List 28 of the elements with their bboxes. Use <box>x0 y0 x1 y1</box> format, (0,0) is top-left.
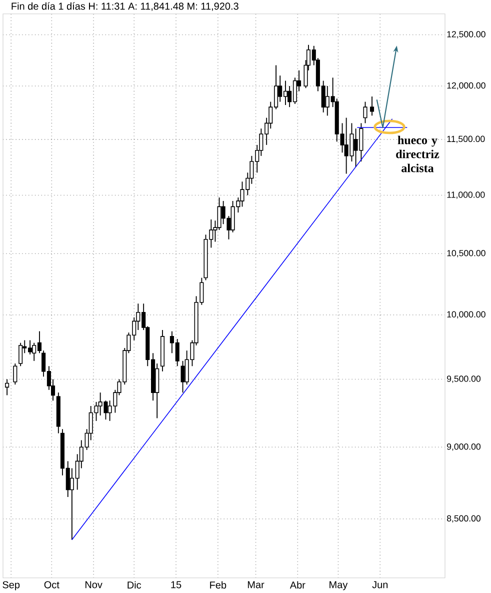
x-tick-label: Abr <box>290 581 306 589</box>
y-tick-label: 11,500.00 <box>447 136 485 144</box>
annotation: hueco y directriz alcista <box>396 136 440 172</box>
y-tick-label: 9,000.00 <box>447 444 481 451</box>
x-tick-label: Nov <box>85 581 102 588</box>
x-tick-label: Sep <box>2 581 20 590</box>
y-tick-label: 8,500.00 <box>446 515 481 523</box>
candlestick <box>180 360 185 394</box>
candlestick <box>18 342 23 367</box>
x-tick-label: Oct <box>44 581 60 588</box>
y-tick-label: 10,500.00 <box>447 250 486 258</box>
chart-title: Fin de día 1 días H: 11:31 A: 11,841.48 M: 11,920.3 <box>12 2 238 11</box>
y-tick-label: 11,000.00 <box>447 192 485 199</box>
x-tick-label: May <box>330 581 348 590</box>
y-tick-label: 12,500.00 <box>447 31 486 38</box>
x-tick-label: Feb <box>210 581 226 589</box>
candlestick <box>363 101 368 124</box>
candlestick <box>13 363 18 386</box>
candlestick <box>155 363 160 419</box>
y-tick-label: 10,000.00 <box>447 311 486 318</box>
candlestick <box>5 378 10 396</box>
x-tick-label: Dic <box>128 581 142 589</box>
x-tick-label: 15 <box>171 581 182 588</box>
x-tick-label: Mar <box>248 581 264 588</box>
x-tick-label: Jun <box>372 581 388 588</box>
y-tick-label: 9,500.00 <box>447 376 481 383</box>
candlestick <box>370 96 374 116</box>
y-tick-label: 12,000.00 <box>447 82 486 90</box>
